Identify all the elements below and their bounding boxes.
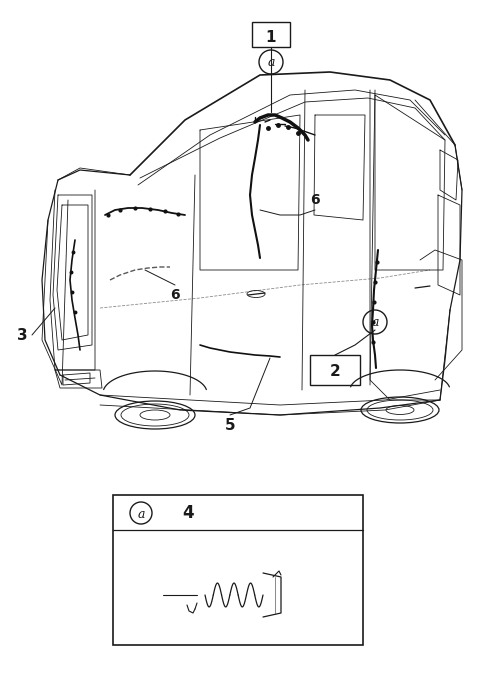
- Text: 2: 2: [330, 365, 340, 379]
- Bar: [252, 22, 290, 47]
- Text: a: a: [267, 56, 275, 69]
- Text: 6: 6: [170, 288, 180, 302]
- Text: 6: 6: [310, 193, 320, 207]
- Text: 1: 1: [266, 30, 276, 45]
- Text: 3: 3: [17, 328, 27, 343]
- Bar: [113, 495, 363, 645]
- Text: 5: 5: [225, 418, 235, 433]
- Text: a: a: [137, 508, 145, 521]
- Text: a: a: [371, 317, 379, 330]
- Ellipse shape: [361, 397, 439, 423]
- Text: 4: 4: [182, 504, 194, 522]
- Bar: [310, 355, 360, 385]
- Ellipse shape: [115, 401, 195, 429]
